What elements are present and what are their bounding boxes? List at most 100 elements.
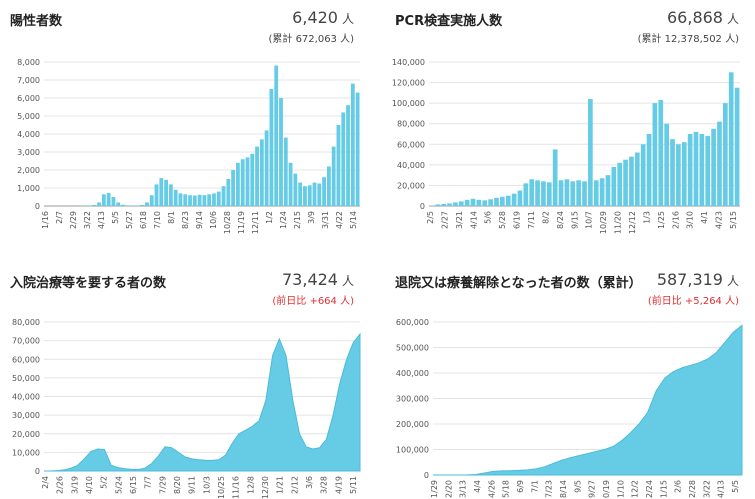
bar <box>312 182 317 206</box>
x-tick-label: 3/6 <box>305 476 314 489</box>
bar <box>529 179 535 206</box>
panel-subtext: (累計 672,063 人) <box>268 34 354 45</box>
x-tick-label: 1/15 <box>659 480 668 498</box>
x-tick-label: 8/20 <box>173 476 182 494</box>
bar <box>212 193 216 206</box>
bar <box>293 173 298 206</box>
bar <box>435 204 441 206</box>
bar <box>511 193 517 206</box>
y-tick-label: 0 <box>424 471 429 480</box>
bar <box>593 180 599 206</box>
x-tick-label: 9/27 <box>588 480 597 498</box>
bar <box>453 202 458 206</box>
x-tick-label: 8/24 <box>556 211 565 229</box>
x-tick-label: 4/19 <box>334 476 343 494</box>
y-tick-label: 600,000 <box>396 318 429 327</box>
bar <box>570 181 576 206</box>
y-tick-label: 10,000 <box>12 448 40 457</box>
x-tick-label: 4/14 <box>469 211 478 229</box>
x-tick-label: 1/21 <box>276 476 285 494</box>
y-tick-label: 2,000 <box>17 166 40 175</box>
x-tick-label: 3/28 <box>320 476 329 494</box>
x-tick-label: 2/27 <box>440 211 449 229</box>
y-tick-label: 60,000 <box>397 140 425 149</box>
bar <box>693 131 699 206</box>
hospitalized-chart: 0 10,000 20,000 30,000 40,000 50,000 60,000 70,… <box>12 318 361 499</box>
panel-discharged: 退院又は療養解除となった者の数（累計） 587,319 人 (前日比 +5,264… <box>385 262 747 499</box>
bar <box>279 98 283 206</box>
panel-value: 587,319 人 <box>656 270 739 289</box>
x-tick-label: 5/15 <box>729 211 738 229</box>
panel-value: 66,868 人 <box>667 8 739 27</box>
y-tick-label: 8,000 <box>17 58 40 67</box>
area-series <box>433 324 743 476</box>
x-tick-label: 4/22 <box>335 211 344 229</box>
x-tick-label: 2/7 <box>55 211 64 224</box>
bar <box>355 92 360 206</box>
x-tick-label: 4/13 <box>97 211 106 229</box>
bar <box>159 178 164 206</box>
bar <box>121 204 125 206</box>
x-tick-label: 8/14 <box>559 480 568 498</box>
x-tick-label: 3/22 <box>702 480 711 498</box>
x-tick-label: 2/29 <box>69 211 78 229</box>
x-tick-label: 3/21 <box>455 211 464 229</box>
x-tick-label: 10/25 <box>217 476 226 499</box>
bar <box>255 146 259 206</box>
bar <box>629 156 634 206</box>
y-tick-label: 50,000 <box>12 374 40 383</box>
x-tick-label: 4/26 <box>487 480 496 498</box>
bar <box>558 180 564 206</box>
x-tick-label: 4/23 <box>715 211 724 229</box>
bar <box>303 186 307 206</box>
bar <box>576 180 581 206</box>
bar <box>192 195 197 206</box>
x-tick-label: 4/13 <box>717 480 726 498</box>
bar <box>546 182 552 206</box>
bar <box>164 179 169 206</box>
bar <box>605 175 611 206</box>
bar <box>235 162 240 206</box>
x-tick-label: 4/1 <box>700 211 709 224</box>
x-tick-label: 9/11 <box>188 476 197 494</box>
x-tick-label: 8/1 <box>167 211 176 224</box>
panel-title: 退院又は療養解除となった者の数（累計） <box>395 276 642 291</box>
bar <box>523 183 529 206</box>
x-tick-label: 7/23 <box>545 480 554 498</box>
x-tick-label: 3/10 <box>686 211 695 229</box>
bar <box>226 179 231 206</box>
bar <box>188 195 192 206</box>
x-tick-label: 2/28 <box>688 480 697 498</box>
x-tick-label: 10/7 <box>585 211 594 229</box>
x-tick-label: 3/31 <box>321 211 330 229</box>
panel-title: 入院治療等を要する者の数 <box>10 276 167 291</box>
x-tick-label: 6/18 <box>139 211 148 229</box>
bar <box>101 194 106 206</box>
y-tick-label: 60,000 <box>12 355 40 364</box>
x-tick-label: 1/2 <box>265 211 274 224</box>
x-tick-label: 2/5 <box>426 211 435 224</box>
y-tick-label: 100,000 <box>392 99 425 108</box>
bar <box>582 181 587 206</box>
panel-value: 73,424 人 <box>282 270 354 289</box>
x-tick-label: 3/9 <box>307 211 316 224</box>
bar <box>288 162 293 206</box>
bar <box>705 136 711 206</box>
x-tick-label: 10/3 <box>202 476 211 494</box>
x-tick-label: 5/11 <box>349 476 358 494</box>
bar <box>464 199 470 206</box>
x-tick-label: 4/4 <box>473 480 482 493</box>
area-series <box>43 332 361 472</box>
bar <box>274 65 279 206</box>
x-tick-label: 8/2 <box>541 211 550 224</box>
x-tick-label: 1/24 <box>279 211 288 229</box>
x-tick-label: 5/6 <box>484 211 493 224</box>
bar <box>670 139 675 206</box>
x-tick-label: 11/16 <box>232 476 241 499</box>
y-tick-label: 0 <box>35 467 40 476</box>
bar <box>245 157 250 206</box>
bar <box>240 159 245 206</box>
x-tick-label: 3/19 <box>70 476 79 494</box>
y-tick-label: 140,000 <box>392 58 425 67</box>
x-tick-label: 5/2 <box>100 476 109 489</box>
